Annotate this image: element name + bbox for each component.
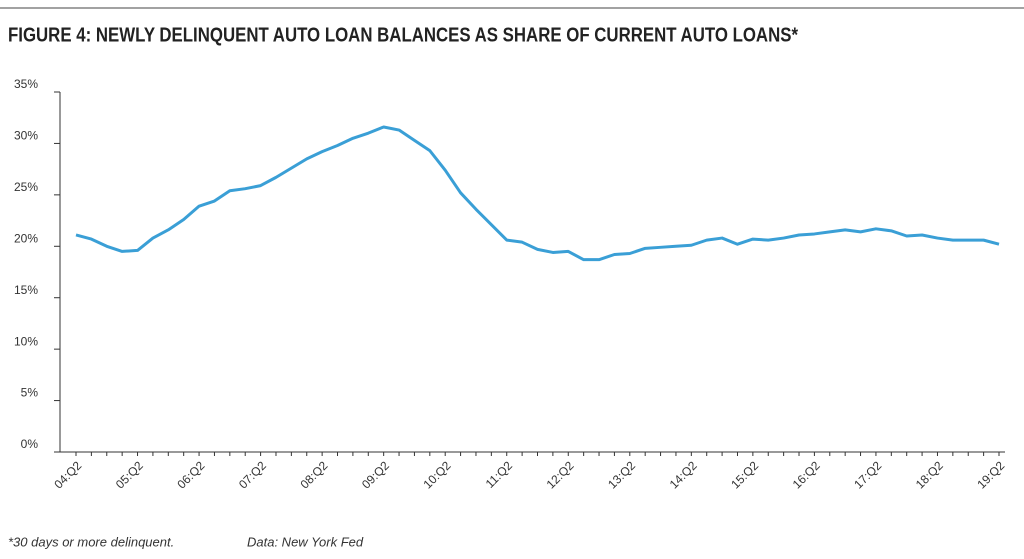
- y-tick-label: 15%: [14, 283, 38, 297]
- y-tick-label: 10%: [14, 334, 38, 348]
- x-tick-label: 14:Q2: [667, 458, 700, 491]
- x-tick-label: 10:Q2: [421, 458, 454, 491]
- x-tick-label: 11:Q2: [483, 458, 516, 491]
- y-tick-label: 35%: [14, 77, 38, 91]
- y-tick-label: 5%: [21, 386, 39, 400]
- x-tick-label: 09:Q2: [359, 458, 392, 491]
- x-tick-label: 07:Q2: [236, 458, 269, 491]
- x-tick-label: 13:Q2: [605, 458, 638, 491]
- x-tick-label: 19:Q2: [974, 458, 1007, 491]
- y-tick-label: 0%: [21, 437, 39, 451]
- x-tick-label: 17:Q2: [851, 458, 884, 491]
- y-tick-label: 25%: [14, 180, 38, 194]
- x-tick-label: 18:Q2: [913, 458, 946, 491]
- x-tick-label: 12:Q2: [544, 458, 577, 491]
- x-tick-label: 16:Q2: [790, 458, 823, 491]
- y-tick-label: 30%: [14, 129, 38, 143]
- x-tick-label: 15:Q2: [728, 458, 761, 491]
- y-tick-label: 20%: [14, 231, 38, 245]
- data-line: [75, 125, 1000, 262]
- x-tick-label: 05:Q2: [113, 458, 146, 491]
- x-tick-label: 08:Q2: [297, 458, 330, 491]
- x-tick-label: 04:Q2: [51, 458, 84, 491]
- footnote: *30 days or more delinquent.: [8, 534, 174, 549]
- chart-title: FIGURE 4: NEWLY DELINQUENT AUTO LOAN BAL…: [8, 24, 798, 46]
- source: Data: New York Fed: [247, 534, 364, 549]
- x-tick-label: 06:Q2: [174, 458, 207, 491]
